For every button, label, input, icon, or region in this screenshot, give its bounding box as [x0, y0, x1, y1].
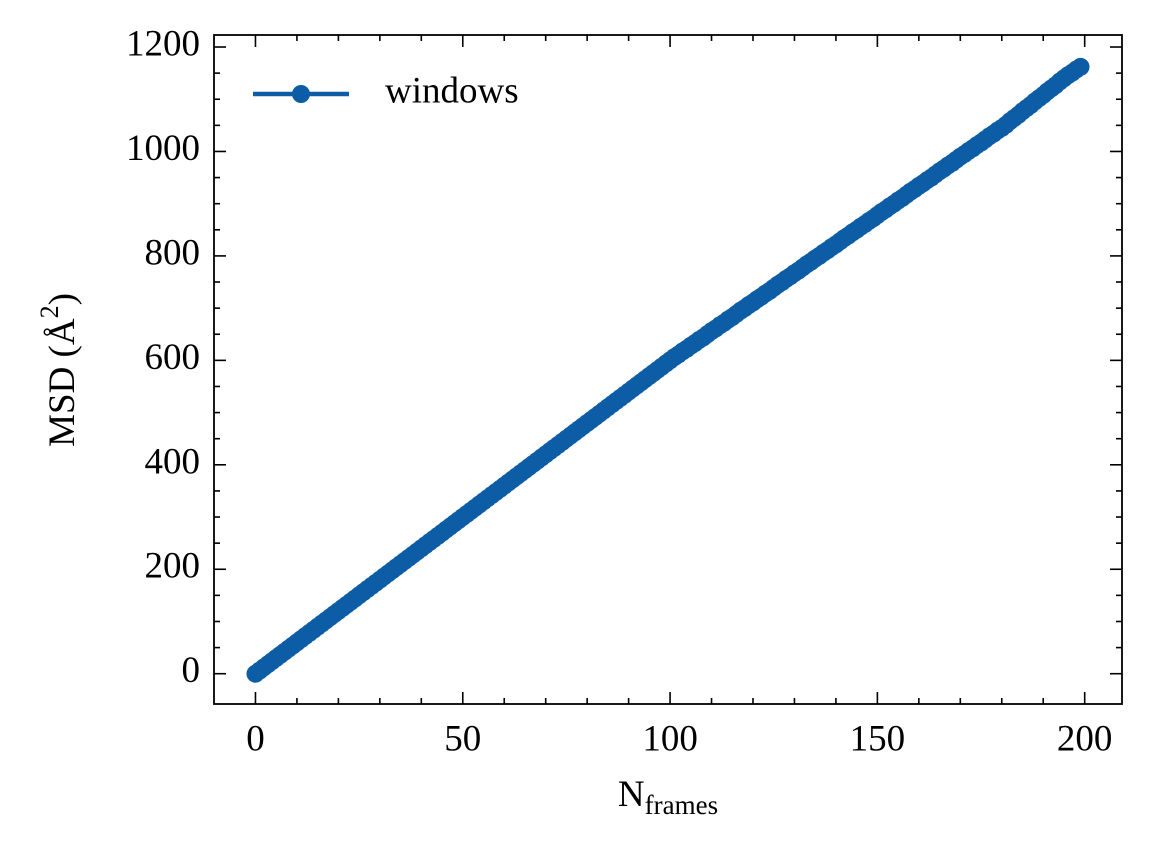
x-tick-label: 100 [642, 718, 698, 759]
y-tick-label: 600 [145, 337, 201, 378]
plot-frame [213, 34, 1123, 705]
y-axis-label-main: MSD (Å [42, 318, 83, 447]
y-axis-label-sup: 2 [35, 305, 64, 318]
x-axis-label-main: N [618, 774, 645, 815]
x-tick-label: 50 [444, 718, 481, 759]
y-tick-label: 1200 [126, 23, 200, 64]
y-tick-label: 0 [182, 650, 201, 691]
y-tick-label: 400 [145, 441, 201, 482]
x-tick-label: 150 [850, 718, 906, 759]
x-axis-label-sub: frames [645, 790, 718, 820]
y-tick-label: 800 [145, 232, 201, 273]
y-axis-label-end: ) [42, 293, 83, 305]
x-tick-label: 0 [246, 718, 265, 759]
y-tick-label: 200 [145, 546, 201, 587]
x-axis-label: Nframes [618, 774, 718, 820]
y-tick-label: 1000 [126, 128, 200, 169]
legend-marker [292, 85, 310, 103]
y-axis-label: MSD (Å2) [35, 293, 84, 447]
x-tick-label: 200 [1057, 718, 1113, 759]
legend-label: windows [385, 70, 519, 111]
series-marker [1071, 57, 1090, 76]
